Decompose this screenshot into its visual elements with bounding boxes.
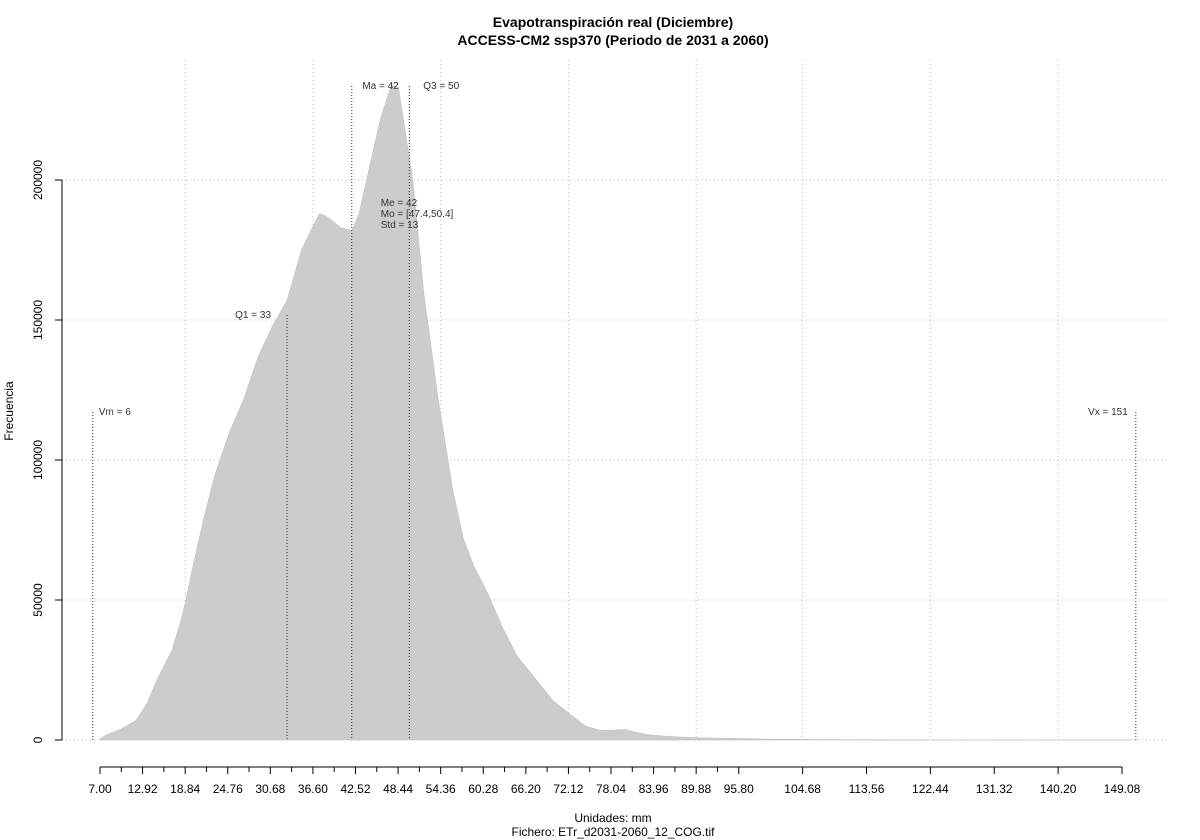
chart-title: Evapotranspiración real (Diciembre) (493, 14, 733, 30)
x-tick-label: 7.00 (88, 782, 112, 796)
annotation-q3: Q3 = 50 (423, 81, 459, 92)
y-tick-label: 200000 (31, 160, 45, 200)
annotation-std: Std = 13 (381, 220, 419, 231)
x-tick-label: 131.32 (976, 782, 1013, 796)
x-tick-label: 78.04 (596, 782, 626, 796)
x-axis: 7.00 12.92 18.84 24.76 30.68 36.60 42.52 48.44 5… (88, 766, 1141, 796)
y-tick-label: 150000 (31, 300, 45, 340)
x-tick-label: 89.88 (681, 782, 711, 796)
x-tick-label: 104.68 (784, 782, 821, 796)
footer-filename: Fichero: ETr_d2031-2060_12_COG.tif (512, 825, 716, 839)
x-axis-label: Unidades: mm (574, 811, 651, 825)
x-tick-label: 140.20 (1040, 782, 1077, 796)
x-tick-label: 36.60 (298, 782, 328, 796)
y-tick-label: 100000 (31, 440, 45, 480)
density-area (99, 84, 1133, 741)
x-tick-label: 24.76 (213, 782, 243, 796)
x-tick-label: 83.96 (639, 782, 669, 796)
x-tick-label: 60.28 (468, 782, 498, 796)
x-tick-label: 122.44 (912, 782, 949, 796)
annotation-q1: Q1 = 33 (235, 310, 271, 321)
x-tick-label: 48.44 (383, 782, 413, 796)
x-tick-label: 30.68 (255, 782, 285, 796)
annotation-vx: Vx = 151 (1088, 407, 1128, 418)
y-tick-label: 0 (31, 736, 45, 743)
x-tick-label: 54.36 (426, 782, 456, 796)
annotation-me: Me = 42 (381, 198, 418, 209)
annotation-mo: Mo = [47.4,50.4] (381, 209, 454, 220)
x-tick-label: 18.84 (170, 782, 200, 796)
x-tick-label: 95.80 (724, 782, 754, 796)
chart-subtitle: ACCESS-CM2 ssp370 (Periodo de 2031 a 206… (457, 32, 768, 48)
y-tick-label: 50000 (31, 583, 45, 617)
x-tick-label: 12.92 (128, 782, 158, 796)
x-tick-label: 149.08 (1104, 782, 1141, 796)
annotation-ma: Ma = 42 (362, 81, 399, 92)
x-tick-label: 66.20 (511, 782, 541, 796)
annotation-vm: Vm = 6 (99, 407, 131, 418)
stat-markers (92, 86, 1137, 740)
x-tick-label: 72.12 (553, 782, 583, 796)
x-tick-label: 42.52 (340, 782, 370, 796)
x-tick-label: 113.56 (849, 782, 885, 796)
y-axis: 0 50000 100000 150000 200000 (31, 160, 63, 743)
y-axis-label: Frecuencia (2, 381, 16, 441)
